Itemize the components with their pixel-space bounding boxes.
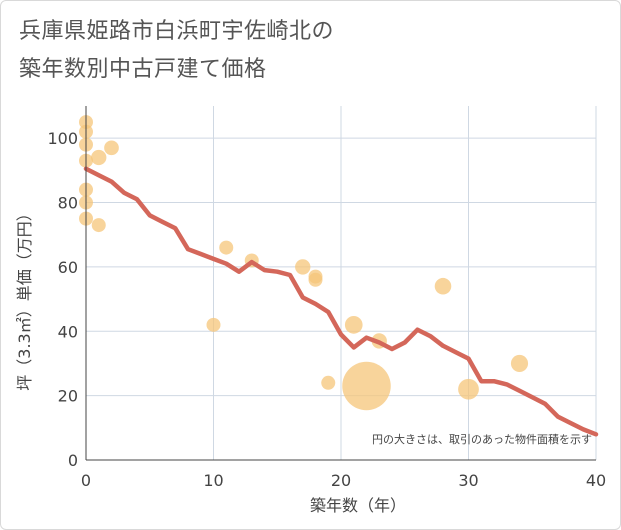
axes: 0 10 20 30 40 0 20 40 60 80 100 xyxy=(47,106,606,490)
scatter-point xyxy=(91,218,106,233)
y-tick-label: 100 xyxy=(47,129,78,148)
x-tick-label: 20 xyxy=(331,471,351,490)
size-annotation: 円の大きさは、取引のあった物件面積を示す xyxy=(372,432,592,446)
scatter-point xyxy=(104,140,119,156)
x-tick-label: 30 xyxy=(458,471,478,490)
scatter-point xyxy=(295,259,311,275)
x-tick-label: 0 xyxy=(81,471,91,490)
scatter-point xyxy=(344,315,363,334)
scatter-point xyxy=(342,361,391,411)
y-tick-label: 40 xyxy=(58,322,78,341)
y-tick-label: 60 xyxy=(58,258,78,277)
grid xyxy=(86,106,597,460)
scatter-point xyxy=(510,354,529,373)
scatter-point xyxy=(206,317,221,332)
y-tick-label: 0 xyxy=(68,451,78,470)
x-tick-label: 40 xyxy=(586,471,606,490)
scatter-point xyxy=(434,277,452,295)
trend-line-group xyxy=(83,166,599,437)
chart-title-line1: 兵庫県姫路市白浜町宇佐崎北の xyxy=(19,19,335,44)
scatter-point xyxy=(321,375,336,390)
scatter-point xyxy=(308,272,323,287)
x-tick-label: 10 xyxy=(203,471,223,490)
scatter-point xyxy=(219,240,234,255)
trend-line xyxy=(83,166,599,437)
chart-title: 兵庫県姫路市白浜町宇佐崎北の 築年数別中古戸建て価格 xyxy=(19,13,579,89)
y-axis-label: 坪（3.3㎡）単価（万円） xyxy=(15,205,34,390)
x-axis-label: 築年数（年） xyxy=(310,496,406,515)
y-tick-label: 20 xyxy=(58,387,78,406)
scatter-point xyxy=(458,378,479,400)
scatter-point xyxy=(91,149,107,166)
chart-title-line2: 築年数別中古戸建て価格 xyxy=(19,57,267,82)
bubbles xyxy=(79,115,529,411)
y-tick-label: 80 xyxy=(58,194,78,213)
